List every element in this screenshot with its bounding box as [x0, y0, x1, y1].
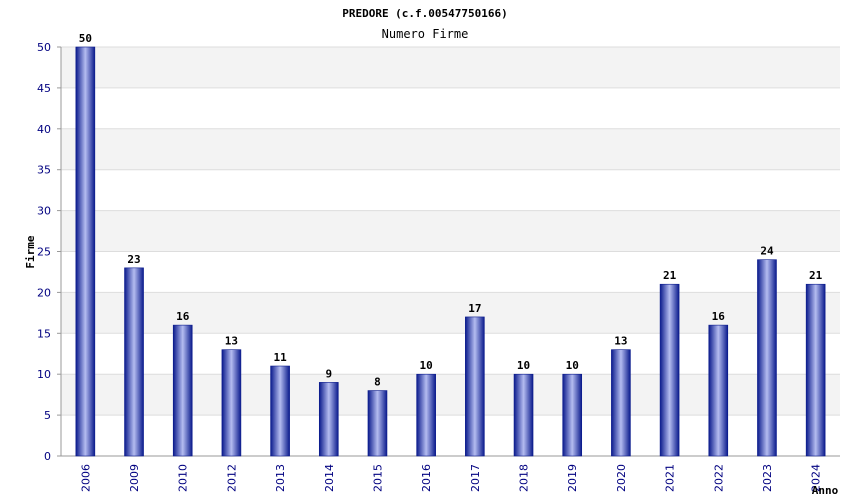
y-tick-label: 40	[37, 123, 51, 136]
bar	[367, 390, 388, 457]
chart-title: PREDORE (c.f.00547750166)	[342, 7, 508, 20]
bar	[805, 283, 826, 457]
bar-value-label: 10	[420, 359, 433, 372]
y-tick-label: 5	[44, 409, 51, 422]
x-tick-label: 2019	[566, 464, 579, 492]
y-tick-label: 0	[44, 450, 51, 463]
x-tick-label: 2006	[79, 464, 92, 492]
x-tick-labels: 2006 2009 2010 2012 2013 2014 2015 2016 2017 2018…	[79, 464, 822, 492]
grid-band	[61, 128, 840, 170]
x-tick-label: 2024	[810, 464, 823, 492]
y-tick-label: 10	[37, 368, 51, 381]
bar-value-label: 50	[79, 32, 92, 45]
y-axis-label: Firme	[24, 235, 37, 268]
x-tick-label: 2023	[761, 464, 774, 492]
bar	[75, 46, 96, 457]
bar-value-label: 24	[760, 245, 774, 258]
bar	[416, 373, 436, 457]
bar	[318, 382, 339, 457]
bar-value-label: 16	[176, 310, 190, 323]
y-tick-label: 30	[37, 205, 51, 218]
x-tick-label: 2014	[323, 464, 336, 492]
bar	[562, 373, 583, 457]
bar	[172, 324, 193, 457]
x-tick-label: 2022	[712, 464, 725, 492]
bar-value-label: 10	[517, 359, 530, 372]
bar-value-label: 11	[273, 351, 287, 364]
y-tick-label: 45	[37, 82, 51, 95]
y-tick-label: 35	[37, 164, 51, 177]
x-tick-label: 2012	[225, 464, 238, 492]
x-tick-label: 2015	[371, 464, 384, 492]
x-tick-label: 2009	[128, 464, 141, 492]
bar	[659, 283, 680, 457]
bar-value-label: 10	[566, 359, 579, 372]
grid-band	[61, 210, 840, 252]
x-tick-label: 2018	[518, 464, 531, 492]
chart-subtitle: Numero Firme	[382, 27, 469, 41]
x-tick-label: 2013	[274, 464, 287, 492]
x-tick-label: 2020	[615, 464, 628, 492]
bar-value-label: 13	[225, 335, 238, 348]
bar-value-label: 21	[809, 269, 823, 282]
bar-value-label: 16	[712, 310, 726, 323]
bar-value-label: 8	[374, 376, 381, 389]
bar-value-label: 21	[663, 269, 677, 282]
y-tick-label: 50	[37, 41, 51, 54]
value-labels: 50 23 16 13 11 9 8 10 17 10 10 13 21 16 24 21	[79, 32, 823, 389]
x-tick-label: 2016	[420, 464, 433, 492]
bar	[513, 373, 534, 457]
bar-value-label: 23	[127, 253, 140, 266]
x-tick-label: 2017	[469, 464, 482, 492]
bar-value-label: 9	[325, 367, 332, 380]
y-tick-labels: 0 5 10 15 20 25 30 35 40 45 50	[37, 41, 51, 463]
grid-band	[61, 47, 840, 88]
bar	[270, 365, 290, 457]
x-tick-label: 2010	[177, 464, 190, 492]
bar	[708, 324, 729, 457]
x-tick-label: 2021	[664, 464, 677, 492]
background-bands	[61, 47, 840, 416]
y-tick-label: 20	[37, 286, 51, 299]
bars	[75, 46, 826, 457]
bar-value-label: 13	[614, 335, 627, 348]
bar	[465, 316, 485, 457]
x-axis-label: Anno	[812, 484, 839, 497]
y-tick-label: 25	[37, 246, 51, 259]
bar	[221, 349, 242, 457]
y-tick-label: 15	[37, 327, 51, 340]
bar	[757, 259, 777, 457]
bar	[611, 349, 631, 457]
bar-value-label: 17	[468, 302, 481, 315]
bar	[124, 267, 144, 457]
